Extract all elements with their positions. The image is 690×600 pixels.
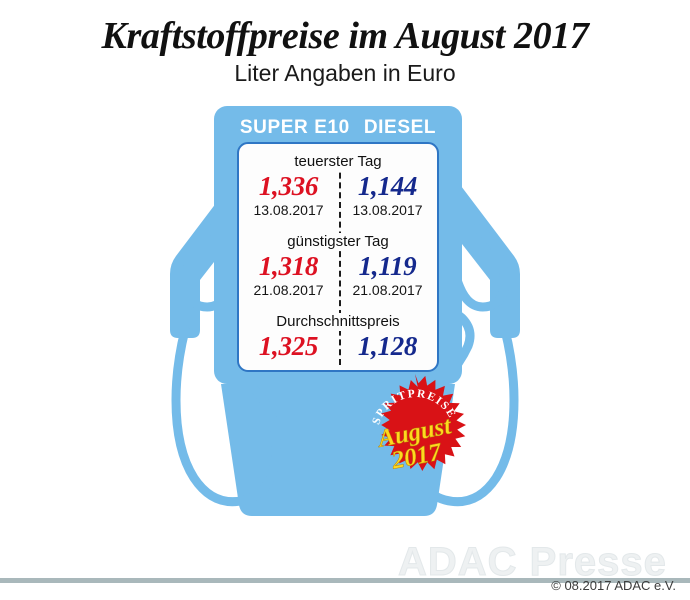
- badge-graphic: SPRITPREISE August 2017: [370, 374, 466, 475]
- super-price: 1,318: [258, 251, 319, 281]
- price-row: 1,325 1,128: [239, 331, 437, 361]
- diesel-cell: 1,144 13.08.2017: [338, 171, 437, 219]
- diesel-date: 13.08.2017: [352, 202, 423, 218]
- section-label: günstigster Tag: [239, 233, 437, 251]
- badge-line1: August: [374, 412, 454, 453]
- starburst-shape: [381, 374, 466, 471]
- super-cell: 1,325: [239, 331, 338, 361]
- diesel-price: 1,128: [357, 331, 418, 361]
- adac-presse-watermark: ADAC Presse: [398, 540, 667, 585]
- page-subtitle: Liter Angaben in Euro: [234, 60, 456, 86]
- copyright-text: © 08.2017 ADAC e.V.: [551, 578, 676, 593]
- price-row: 1,336 13.08.2017 1,144 13.08.2017: [239, 171, 437, 219]
- footer-divider: [0, 578, 690, 583]
- spritpreise-starburst-badge: SPRITPREISE August 2017: [360, 372, 470, 482]
- super-cell: 1,336 13.08.2017: [239, 171, 338, 219]
- label-super-e10: SUPER E10: [239, 117, 350, 138]
- column-divider: [339, 153, 341, 365]
- diesel-cell: 1,119 21.08.2017: [338, 251, 437, 299]
- super-price: 1,336: [258, 171, 319, 201]
- section-label: Durchschnittspreis: [239, 313, 437, 331]
- super-date: 13.08.2017: [253, 202, 324, 218]
- diesel-price: 1,144: [357, 171, 418, 201]
- page-title: Kraftstoffpreise im August 2017: [101, 15, 589, 57]
- section-teuerster-tag: teuerster Tag 1,336 13.08.2017 1,144 13.…: [239, 153, 437, 219]
- section-label: teuerster Tag: [239, 153, 437, 171]
- label-diesel: DIESEL: [363, 117, 437, 138]
- super-price: 1,325: [258, 331, 319, 361]
- diesel-cell: 1,128: [338, 331, 437, 361]
- diesel-price: 1,119: [358, 251, 417, 281]
- diesel-date: 21.08.2017: [352, 282, 423, 298]
- section-durchschnittspreis: Durchschnittspreis 1,325 1,128: [239, 313, 437, 361]
- fuel-type-labels: SUPER E10 DIESEL: [214, 117, 462, 139]
- price-row: 1,318 21.08.2017 1,119 21.08.2017: [239, 251, 437, 299]
- section-guenstigster-tag: günstigster Tag 1,318 21.08.2017 1,119 2…: [239, 233, 437, 299]
- super-date: 21.08.2017: [253, 282, 324, 298]
- super-cell: 1,318 21.08.2017: [239, 251, 338, 299]
- price-data-card: teuerster Tag 1,336 13.08.2017 1,144 13.…: [237, 142, 439, 372]
